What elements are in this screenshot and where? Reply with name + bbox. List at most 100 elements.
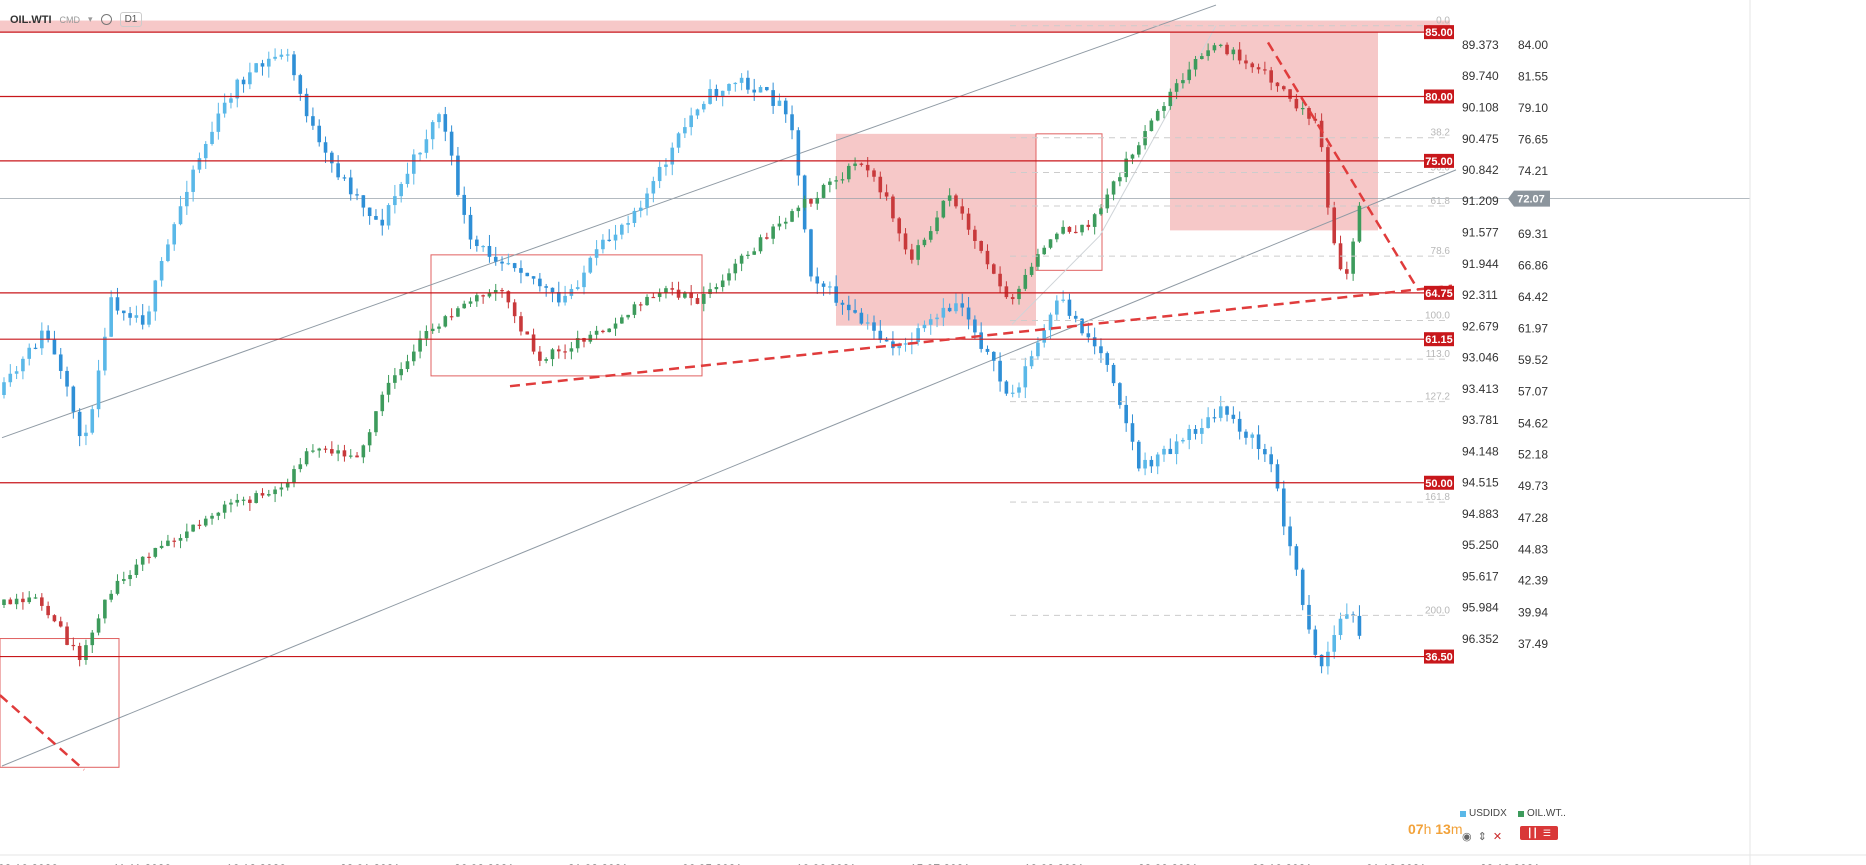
oil-candle — [1130, 154, 1135, 159]
usdidx-candle — [966, 307, 971, 320]
oil-candle — [1275, 82, 1280, 87]
up-down-icon[interactable]: ⇕ — [1477, 831, 1487, 843]
oil-candle — [456, 308, 460, 317]
usdidx-candle — [46, 330, 50, 340]
oil-candle — [77, 645, 82, 660]
oil-candle — [884, 192, 889, 197]
oil-candle — [1048, 239, 1053, 248]
usdidx-candle — [538, 278, 542, 287]
oil-candle — [222, 504, 227, 513]
usdidx-candle — [21, 358, 25, 372]
oil-candle — [1174, 83, 1179, 92]
usdidx-candle — [1136, 441, 1141, 469]
close-icon[interactable]: ✕ — [1492, 831, 1503, 843]
usdidx-candle — [443, 114, 448, 132]
oil-candle — [1212, 45, 1217, 51]
level-tag-label: 36.50 — [1425, 652, 1453, 664]
usdidx-candle — [229, 98, 233, 103]
oil-candle — [84, 645, 88, 660]
usdidx-candle — [998, 360, 1002, 382]
oil-candle — [620, 317, 624, 324]
oil-candle — [166, 540, 170, 546]
usdidx-candle — [71, 386, 76, 412]
oil-candle — [1225, 44, 1229, 55]
oil-candle — [71, 644, 76, 647]
box-mar — [430, 254, 703, 377]
oil-candle — [1111, 181, 1116, 195]
oil-candle — [512, 302, 517, 317]
oil-candle — [1073, 231, 1078, 234]
usdidx-tick-label: 95.250 — [1462, 538, 1499, 552]
clock-icon[interactable] — [100, 14, 112, 25]
usdidx-candle — [1029, 356, 1034, 367]
legend-usdidx[interactable]: USDIDX — [1460, 808, 1507, 819]
usdidx-candle — [758, 87, 763, 93]
oil-candle — [405, 361, 410, 370]
oil-candle — [248, 499, 252, 503]
usdidx-candle — [872, 322, 876, 331]
usdidx-candle — [626, 222, 630, 225]
usdidx-candle — [1281, 488, 1286, 527]
usdidx-candle — [103, 336, 107, 371]
usdidx-candle — [556, 292, 561, 303]
usdidx-candle — [468, 214, 473, 240]
usdidx-candle — [1017, 387, 1021, 393]
usdidx-candle — [632, 210, 637, 223]
usdidx-candle — [727, 83, 731, 91]
timeframe-button[interactable]: D1 — [119, 12, 143, 27]
oil-candle — [531, 334, 536, 352]
oil-tick-label: 84.00 — [1518, 38, 1548, 52]
chevron-down-icon[interactable]: ▾ — [88, 14, 93, 24]
usdidx-candle — [166, 244, 170, 262]
oil-candle — [1288, 89, 1292, 99]
chart-type-button[interactable]: ┃┃ ☰ — [1520, 826, 1558, 840]
box-oct — [0, 638, 120, 768]
usdidx-candle — [58, 354, 63, 371]
usdidx-candle — [153, 280, 158, 312]
usdidx-candle — [928, 319, 933, 325]
usdidx-candle — [897, 344, 902, 349]
oil-candle — [386, 382, 391, 395]
usdidx-candle — [846, 304, 851, 311]
usdidx-candle — [771, 90, 775, 106]
legend-oil[interactable]: OIL.WT.. — [1518, 808, 1566, 819]
oil-candle — [790, 211, 794, 222]
level-tag-label: 64.75 — [1425, 288, 1453, 300]
usdidx-candle — [348, 177, 353, 195]
current-price-badge — [1508, 190, 1550, 207]
oil-candle — [172, 540, 177, 542]
x-tick-label: 06.05.2021 — [682, 862, 742, 865]
usdidx-candle — [1092, 337, 1097, 347]
oil-candle — [1187, 69, 1192, 81]
usdidx-candle — [1225, 406, 1229, 415]
oil-candle — [1036, 254, 1040, 267]
usdidx-candle — [462, 194, 467, 215]
usdidx-candle — [1168, 448, 1173, 455]
oil-candle — [872, 170, 876, 177]
usdidx-candle — [159, 261, 164, 281]
usdidx-candle — [1130, 423, 1135, 442]
oil-candle — [575, 338, 580, 349]
source-label: CMD — [59, 14, 81, 25]
oil-candle — [1206, 50, 1210, 57]
usdidx-candle — [1275, 464, 1280, 489]
eye-icon[interactable]: ◉ — [1462, 831, 1472, 843]
right-price-axis: 84.0081.5579.1076.6574.2171.7669.3166.86… — [1518, 38, 1548, 651]
oil-candle — [941, 200, 946, 218]
oil-legend-label: OIL.WT.. — [1527, 808, 1566, 819]
zone-recent — [1170, 32, 1378, 231]
usdidx-candle — [1206, 417, 1210, 428]
usdidx-candle — [1174, 441, 1179, 455]
usdidx-candle — [1023, 366, 1028, 388]
oil-candle — [475, 295, 479, 302]
usdidx-candle — [266, 58, 271, 67]
oil-candle — [52, 615, 57, 622]
zone-top-band — [0, 20, 1450, 33]
oil-candle — [550, 349, 555, 360]
fib-anchor-line-2 — [1011, 235, 1101, 325]
usdidx-tick-label: 90.842 — [1462, 163, 1499, 177]
symbol-label[interactable]: OIL.WTI — [10, 13, 52, 26]
usdidx-candle — [531, 276, 536, 279]
usdidx-candle — [1345, 614, 1349, 619]
